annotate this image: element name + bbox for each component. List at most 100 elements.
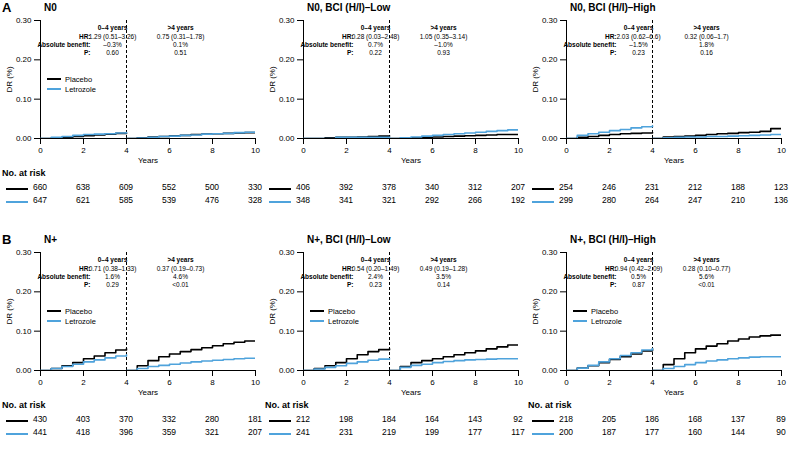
svg-text:<0.01: <0.01 (698, 281, 715, 288)
svg-text:Absolute benefit:: Absolute benefit: (300, 273, 353, 280)
svg-text:3.5%: 3.5% (436, 273, 451, 280)
svg-text:>4 years: >4 years (693, 256, 720, 264)
svg-text:0.20: 0.20 (542, 287, 558, 296)
svg-text:0.5%: 0.5% (631, 273, 646, 280)
svg-text:2: 2 (81, 378, 86, 387)
svg-text:8: 8 (736, 378, 741, 387)
svg-text:8: 8 (210, 146, 215, 155)
svg-text:4: 4 (124, 378, 129, 387)
svg-text:0.37 (0.19–0.73): 0.37 (0.19–0.73) (157, 265, 205, 273)
svg-text:0: 0 (564, 146, 569, 155)
svg-text:P:: P: (347, 49, 354, 56)
svg-text:>4 years: >4 years (693, 24, 720, 32)
svg-text:0: 0 (301, 146, 306, 155)
svg-text:0.28 (0.10–0.77): 0.28 (0.10–0.77) (683, 265, 731, 273)
svg-text:1.8%: 1.8% (699, 41, 714, 48)
svg-text:0.00: 0.00 (279, 366, 295, 375)
svg-text:1.05 (0.35–3.14): 1.05 (0.35–3.14) (420, 33, 468, 41)
svg-text:DR (%): DR (%) (268, 298, 277, 325)
svg-text:0.20: 0.20 (16, 287, 32, 296)
svg-text:2.4%: 2.4% (368, 273, 383, 280)
svg-text:0.10: 0.10 (16, 95, 32, 104)
svg-text:0.71 (0.38–1.33): 0.71 (0.38–1.33) (89, 265, 137, 273)
svg-text:P:: P: (610, 281, 617, 288)
svg-text:0: 0 (38, 146, 43, 155)
svg-text:0.00: 0.00 (542, 134, 558, 143)
svg-text:10: 10 (251, 378, 260, 387)
svg-text:0.14: 0.14 (437, 281, 450, 288)
svg-text:2: 2 (81, 146, 86, 155)
svg-text:0–4 years: 0–4 years (361, 24, 391, 32)
svg-text:6: 6 (693, 378, 698, 387)
svg-text:0.32 (0.06–1.7): 0.32 (0.06–1.7) (684, 33, 728, 41)
svg-text:10: 10 (514, 146, 523, 155)
svg-text:8: 8 (210, 378, 215, 387)
svg-text:6: 6 (167, 146, 172, 155)
svg-text:2: 2 (344, 146, 349, 155)
svg-text:>4 years: >4 years (430, 256, 457, 264)
svg-text:2: 2 (607, 378, 612, 387)
svg-text:>4 years: >4 years (167, 256, 194, 264)
svg-text:DR (%): DR (%) (531, 298, 540, 325)
svg-text:0.00: 0.00 (542, 366, 558, 375)
svg-text:0.10: 0.10 (542, 327, 558, 336)
svg-text:0.30: 0.30 (279, 16, 295, 25)
svg-text:–1.5%: –1.5% (629, 41, 648, 48)
svg-text:0.00: 0.00 (279, 134, 295, 143)
svg-text:0.23: 0.23 (632, 49, 645, 56)
svg-text:Years: Years (401, 156, 421, 165)
svg-text:0.75 (0.31–1.78): 0.75 (0.31–1.78) (157, 33, 205, 41)
svg-text:DR (%): DR (%) (531, 66, 540, 93)
svg-text:10: 10 (514, 378, 523, 387)
svg-text:0.20: 0.20 (279, 55, 295, 64)
svg-text:0.30: 0.30 (279, 248, 295, 257)
svg-text:0.30: 0.30 (16, 248, 32, 257)
svg-text:Years: Years (664, 156, 684, 165)
svg-text:>4 years: >4 years (430, 24, 457, 32)
svg-text:0.10: 0.10 (16, 327, 32, 336)
svg-text:0.20: 0.20 (542, 55, 558, 64)
svg-text:–1.0%: –1.0% (434, 41, 453, 48)
svg-text:0: 0 (38, 378, 43, 387)
svg-text:8: 8 (473, 378, 478, 387)
svg-text:Absolute benefit:: Absolute benefit: (563, 273, 616, 280)
svg-text:0.00: 0.00 (16, 366, 32, 375)
svg-text:Absolute benefit:: Absolute benefit: (37, 41, 90, 48)
svg-text:0: 0 (301, 378, 306, 387)
svg-text:4.6%: 4.6% (173, 273, 188, 280)
svg-text:HR:: HR: (605, 33, 617, 40)
svg-text:0.1%: 0.1% (173, 41, 188, 48)
svg-text:0.28 (0.03–2.48): 0.28 (0.03–2.48) (352, 33, 400, 41)
svg-text:0.23: 0.23 (369, 281, 382, 288)
svg-text:P:: P: (84, 281, 91, 288)
svg-text:0–4 years: 0–4 years (98, 24, 128, 32)
svg-text:0.7%: 0.7% (368, 41, 383, 48)
svg-text:6: 6 (430, 146, 435, 155)
svg-text:0.00: 0.00 (16, 134, 32, 143)
svg-text:0.30: 0.30 (542, 16, 558, 25)
svg-text:1.29 (0.51–3.26): 1.29 (0.51–3.26) (89, 33, 137, 41)
svg-text:8: 8 (736, 146, 741, 155)
svg-text:1.6%: 1.6% (105, 273, 120, 280)
svg-text:10: 10 (251, 146, 260, 155)
svg-text:4: 4 (387, 146, 392, 155)
svg-text:Absolute benefit:: Absolute benefit: (37, 273, 90, 280)
svg-text:2.03 (0.62–6.6): 2.03 (0.62–6.6) (616, 33, 660, 41)
svg-text:Years: Years (138, 388, 158, 397)
svg-text:0.87: 0.87 (632, 281, 645, 288)
svg-text:Absolute benefit:: Absolute benefit: (563, 41, 616, 48)
svg-text:0.30: 0.30 (542, 248, 558, 257)
svg-text:0.10: 0.10 (279, 95, 295, 104)
svg-text:0: 0 (564, 378, 569, 387)
svg-text:0.20: 0.20 (16, 55, 32, 64)
svg-text:8: 8 (473, 146, 478, 155)
svg-text:P:: P: (610, 49, 617, 56)
svg-text:0.22: 0.22 (369, 49, 382, 56)
svg-text:4: 4 (387, 378, 392, 387)
svg-text:0.16: 0.16 (700, 49, 713, 56)
svg-text:P:: P: (347, 281, 354, 288)
svg-text:6: 6 (430, 378, 435, 387)
svg-text:0.10: 0.10 (542, 95, 558, 104)
svg-text:Absolute benefit:: Absolute benefit: (300, 41, 353, 48)
svg-text:0–4 years: 0–4 years (624, 24, 654, 32)
